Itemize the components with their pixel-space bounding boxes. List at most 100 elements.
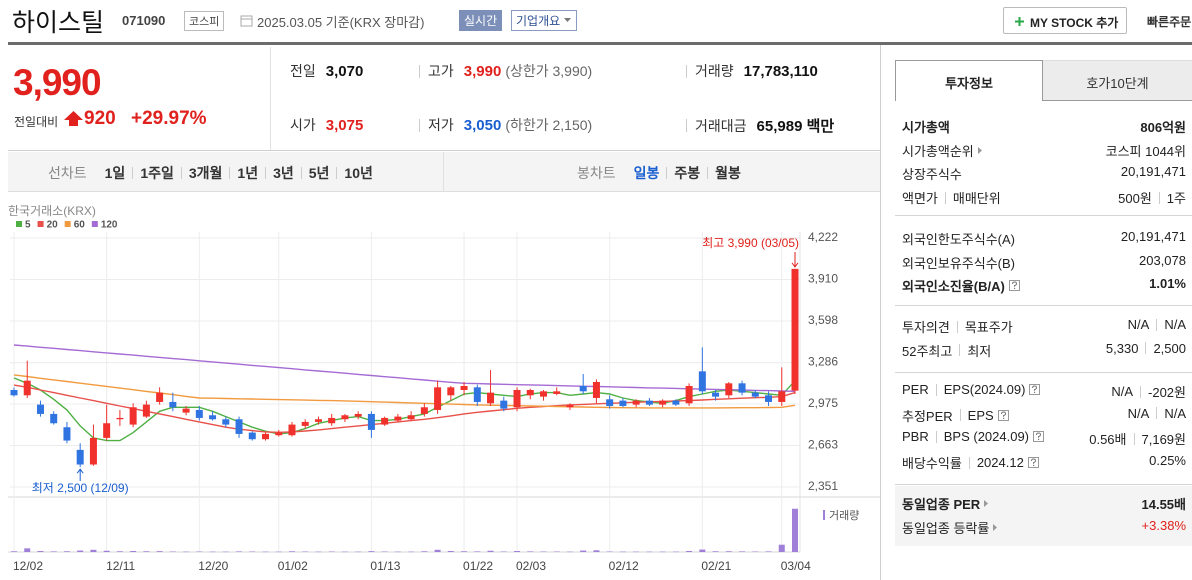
volume-legend-swatch xyxy=(823,510,825,520)
volume-bar xyxy=(236,551,243,552)
quote-stat: 거래량 17,783,110 xyxy=(695,61,818,81)
candle-body xyxy=(156,392,164,402)
side-row-value: N/A N/A xyxy=(1128,406,1186,421)
help-icon[interactable] xyxy=(997,409,1009,421)
candle-body xyxy=(579,385,587,392)
legend-label: 5 xyxy=(25,220,31,231)
candle-body xyxy=(76,449,84,465)
legend-swatch xyxy=(64,221,71,227)
legend-swatch xyxy=(91,221,98,227)
period-option[interactable]: 1일 xyxy=(104,165,126,181)
candle-body xyxy=(209,415,217,420)
period-option[interactable]: 3년 xyxy=(273,165,294,181)
candle-body xyxy=(487,392,495,404)
candle-body xyxy=(473,387,481,402)
value-text: 코스피 1044위 xyxy=(1105,143,1186,159)
candle-body xyxy=(659,400,667,405)
volume-bar xyxy=(328,551,335,553)
y-tick-label: 2,975 xyxy=(808,396,838,410)
candle-body xyxy=(288,424,296,436)
label-text: 동일업종 등락률 xyxy=(902,520,990,536)
mystock-button[interactable]: MY STOCK 추가 xyxy=(1003,7,1127,34)
volume-bar xyxy=(288,551,295,552)
label-text: EPS xyxy=(967,407,994,423)
candle-body xyxy=(36,404,44,414)
period-option[interactable]: 1주일 xyxy=(140,165,174,181)
help-icon[interactable] xyxy=(1029,384,1041,395)
period-option[interactable]: 1년 xyxy=(237,165,259,181)
volume-bar xyxy=(315,551,322,553)
side-row-value: 203,078 xyxy=(1139,253,1186,268)
side-group-rule xyxy=(895,484,1192,485)
period-option[interactable]: 5년 xyxy=(308,165,330,181)
period-option[interactable]: 일봉 xyxy=(633,165,660,181)
stat-label: 저가 xyxy=(428,117,454,133)
change-rate: +29.97% xyxy=(131,108,207,129)
stat-label: 시가 xyxy=(290,117,316,133)
candle-body xyxy=(539,391,547,397)
stat-value: 17,783,110 xyxy=(743,63,818,80)
value-separator xyxy=(1140,385,1142,398)
candle-body xyxy=(592,381,600,398)
label-text: 투자의견 xyxy=(902,320,950,335)
side-row-value: 0.56배 7,169원 xyxy=(1089,429,1186,448)
period-option[interactable]: 10년 xyxy=(344,165,373,181)
label-text: 목표주가 xyxy=(964,320,1013,335)
period-separator xyxy=(707,167,709,179)
candle-body xyxy=(169,401,177,408)
help-icon[interactable] xyxy=(1033,431,1045,443)
volume-bar xyxy=(792,508,798,552)
x-tick-label: 01/02 xyxy=(278,559,308,573)
label-text: 52주최고 xyxy=(902,343,953,359)
period-option[interactable]: 주봉 xyxy=(674,165,701,181)
period-group-label: 봉차트 xyxy=(577,165,616,181)
value-text: 5,330 xyxy=(1105,340,1139,356)
candle-body xyxy=(500,400,508,409)
arrow-icon xyxy=(993,523,998,531)
candle-body xyxy=(791,268,799,391)
stat-label: 거래대금 xyxy=(695,118,747,134)
help-icon[interactable] xyxy=(1027,457,1039,469)
dropdown-arrow xyxy=(564,18,572,22)
volume-bar xyxy=(368,551,375,552)
help-icon[interactable] xyxy=(1008,280,1020,292)
side-row-value: N/A -202원 xyxy=(1111,382,1186,401)
volume-bar xyxy=(514,551,521,552)
label-text: 시가총액순위 xyxy=(902,143,974,159)
side-group-rule xyxy=(895,215,1192,216)
tab-active[interactable]: 투자정보 xyxy=(895,60,1043,101)
quick-order[interactable]: 빠른주문 xyxy=(1147,15,1192,29)
value-text: +3.38% xyxy=(1141,517,1186,533)
side-row-value: 0.25% xyxy=(1149,453,1186,468)
label-text: 추정PER xyxy=(902,408,953,424)
overview-dropdown[interactable]: 기업개요 xyxy=(511,10,578,31)
volume-bar xyxy=(421,551,428,552)
side-row-label: 배당수익률 2024.12 xyxy=(902,453,1039,472)
value-text: N/A xyxy=(1111,384,1134,399)
realtime-badge[interactable]: 실시간 xyxy=(459,10,503,31)
y-tick-label: 2,663 xyxy=(808,438,838,452)
help-glyph xyxy=(1033,431,1045,443)
volume-bar xyxy=(659,551,666,553)
candle-body xyxy=(235,419,243,434)
data-source: 한국거래소(KRX) xyxy=(8,204,96,218)
calendar-icon-glyph xyxy=(240,15,253,27)
value-text: 20,191,471 xyxy=(1120,164,1186,180)
period-group: 봉차트 일봉 주봉 월봉 xyxy=(577,163,741,183)
side-row-label: 외국인소진율(B/A) xyxy=(902,276,1020,295)
candle-body xyxy=(116,417,124,420)
candle-body xyxy=(712,392,720,397)
candle-body xyxy=(645,400,653,405)
x-tick-label: 01/13 xyxy=(370,559,400,573)
label-text: 외국인한도주식수(A) xyxy=(902,232,1016,247)
period-option[interactable]: 3개월 xyxy=(188,165,223,181)
y-tick-label: 4,222 xyxy=(808,230,838,244)
candle-body xyxy=(89,437,97,465)
candle-body xyxy=(182,408,190,413)
period-option[interactable]: 월봉 xyxy=(715,165,741,181)
label-text: BPS (2024.09) xyxy=(943,429,1030,445)
candle-body xyxy=(301,421,309,426)
candle-body xyxy=(765,395,773,402)
volume-bar xyxy=(394,551,401,553)
tab-inactive[interactable]: 호가10단계 xyxy=(1043,60,1192,101)
